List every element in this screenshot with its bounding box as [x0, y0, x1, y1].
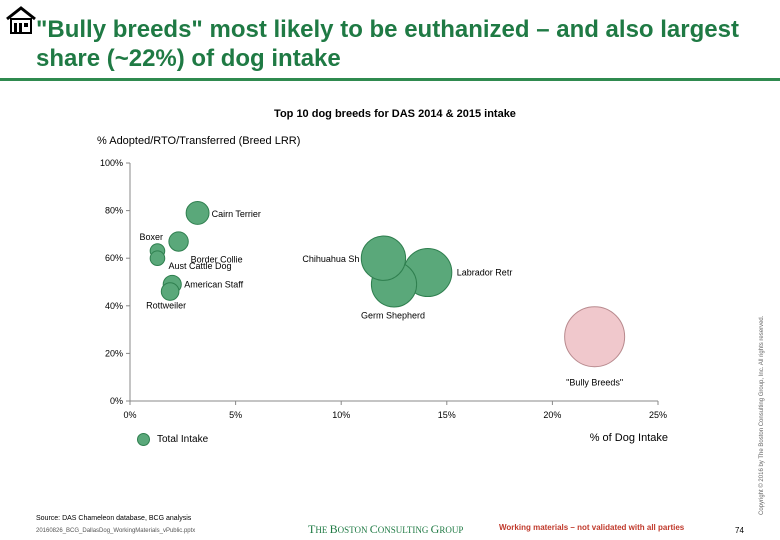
- y-tick-label: 40%: [105, 301, 123, 311]
- bubble: [185, 201, 210, 225]
- y-tick-label: 60%: [105, 253, 123, 263]
- y-tick-label: 100%: [100, 158, 123, 168]
- house-icon: [6, 6, 36, 34]
- x-tick-label: 0%: [123, 410, 136, 420]
- x-tick-label: 25%: [649, 410, 667, 420]
- bubble: [168, 231, 189, 252]
- bubble-label: Germ Shepherd: [361, 310, 425, 320]
- bubble-label: Rottweiler: [146, 301, 186, 311]
- x-axis-title: % of Dog Intake: [589, 432, 668, 444]
- chart-title: Top 10 dog breeds for DAS 2014 & 2015 in…: [274, 108, 516, 120]
- x-tick-label: 15%: [438, 410, 456, 420]
- legend-swatch: [137, 433, 150, 446]
- bubble-label: Labrador Retr: [457, 267, 513, 277]
- bubble-label: American Staff: [184, 279, 243, 289]
- x-tick-label: 10%: [332, 410, 350, 420]
- bubble: [564, 306, 626, 368]
- bubble-label: Border Collie: [191, 255, 243, 265]
- legend-label: Total Intake: [157, 434, 209, 445]
- bubble-label: Boxer: [139, 232, 163, 242]
- bubble: [149, 250, 166, 266]
- y-tick-label: 80%: [105, 206, 123, 216]
- y-tick-label: 20%: [105, 348, 123, 358]
- bubble-label: Aust Cattle Dog: [168, 261, 231, 271]
- source-note: Source: DAS Chameleon database, BCG anal…: [36, 515, 192, 522]
- bubble-label: "Bully Breeds": [566, 378, 623, 388]
- x-tick-label: 20%: [543, 410, 561, 420]
- bubble: [160, 282, 180, 301]
- copyright-notice: Copyright © 2016 by The Boston Consultin…: [759, 315, 765, 515]
- chart-legend: Total Intake: [137, 433, 208, 446]
- page-number: 74: [735, 526, 744, 535]
- bubble-label: Cairn Terrier: [212, 209, 261, 219]
- bcg-logo: THE BOSTON CONSULTING GROUP: [308, 522, 464, 536]
- y-axis-title: % Adopted/RTO/Transferred (Breed LRR): [97, 135, 301, 147]
- x-tick-label: 5%: [229, 410, 242, 420]
- bubble: [360, 235, 407, 281]
- title-divider: [0, 78, 780, 81]
- y-tick-label: 0%: [110, 396, 123, 406]
- disclaimer-text: Working materials – not validated with a…: [499, 523, 685, 532]
- page-title: "Bully breeds" most likely to be euthani…: [36, 16, 739, 72]
- file-name: 20160826_BCG_DallasDog_WorkingMaterials_…: [36, 528, 196, 534]
- bubble-label: Chihuahua Sh: [302, 254, 359, 264]
